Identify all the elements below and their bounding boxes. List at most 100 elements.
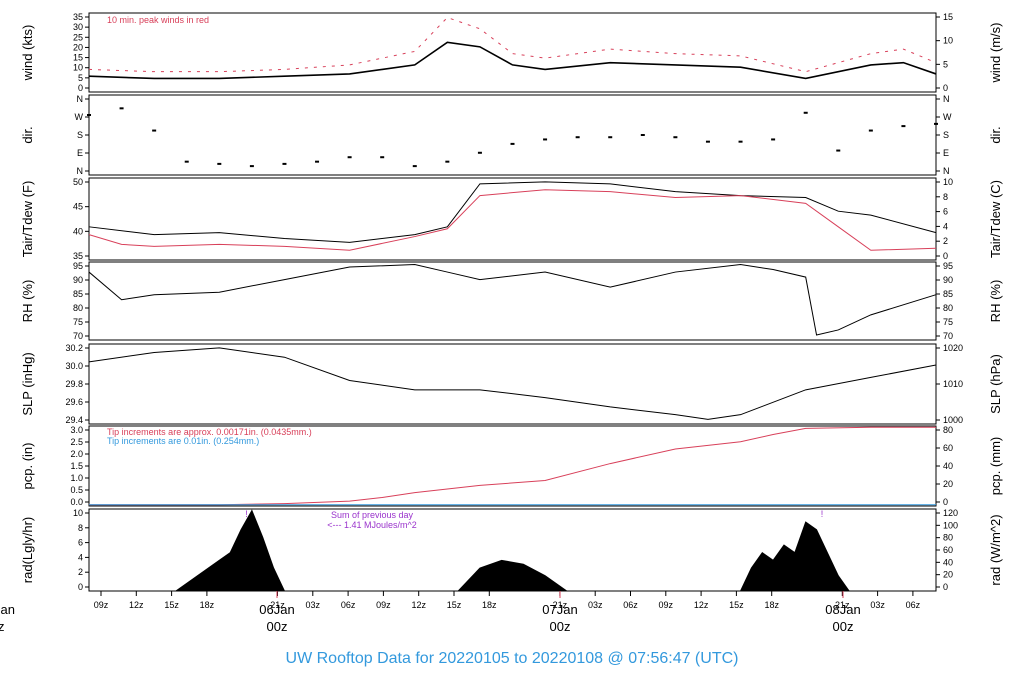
wind-ytick-left-label: 30 bbox=[73, 22, 83, 32]
rad-ytick-left-label: 2 bbox=[78, 567, 83, 577]
dir-ytick-right-label: W bbox=[943, 112, 952, 122]
wind-ytick-left-label: 0 bbox=[78, 83, 83, 93]
x-day-label-time-cut: z bbox=[0, 619, 5, 634]
x-tick-label: 15z bbox=[729, 600, 744, 610]
x-tick-label: 03z bbox=[588, 600, 603, 610]
rad-ytick-left-label: 6 bbox=[78, 538, 83, 548]
slp-ylabel-left: SLP (inHg) bbox=[20, 352, 35, 415]
rad-annotation-line2: <--- 1.41 MJoules/m^2 bbox=[327, 520, 417, 530]
dir-point bbox=[705, 140, 710, 143]
footer-title: UW Rooftop Data for 20220105 to 20220108… bbox=[285, 650, 739, 667]
wind-annotation: 10 min. peak winds in red bbox=[107, 15, 209, 25]
x-tick-label: 12z bbox=[694, 600, 709, 610]
rad-ytick-left-label: 8 bbox=[78, 523, 83, 533]
rh-ytick-left-label: 75 bbox=[73, 317, 83, 327]
rad-day-marker: ! bbox=[821, 509, 824, 519]
dir-ytick-left-label: N bbox=[77, 166, 84, 176]
pcp-ytick-left-label: 0.5 bbox=[70, 485, 83, 495]
rad-annotation-line1: Sum of previous day bbox=[331, 510, 414, 520]
dir-point bbox=[901, 125, 906, 128]
rh-ytick-right-label: 95 bbox=[943, 261, 953, 271]
temp-series-line-0 bbox=[88, 181, 937, 243]
rh-ytick-right-label: 75 bbox=[943, 317, 953, 327]
pcp-ytick-right-label: 40 bbox=[943, 461, 953, 471]
dir-ytick-right-label: N bbox=[943, 166, 950, 176]
dir-point bbox=[738, 140, 743, 143]
pcp-annotation-tips: Tip increments are 0.01in. (0.254mm.) bbox=[107, 436, 259, 446]
x-day-label-date: 07Jan bbox=[542, 602, 577, 617]
pcp-ytick-left-label: 2.5 bbox=[70, 437, 83, 447]
x-day-label-time: 00z bbox=[833, 619, 854, 634]
pcp-ytick-right-label: 80 bbox=[943, 425, 953, 435]
x-tick-label: 03z bbox=[870, 600, 885, 610]
rad-ylabel-left: rad(Lgly/hr) bbox=[20, 517, 35, 583]
dir-ytick-right-label: N bbox=[943, 94, 950, 104]
pcp-series-line-0 bbox=[89, 426, 936, 506]
dir-ylabel-left: dir. bbox=[20, 126, 35, 143]
x-tick-label: 06z bbox=[341, 600, 356, 610]
dir-point bbox=[445, 160, 450, 163]
wind-ytick-left-label: 20 bbox=[73, 42, 83, 52]
rad-ytick-right-label: 120 bbox=[943, 508, 958, 518]
rad-ytick-right-label: 0 bbox=[943, 582, 948, 592]
rh-panel-frame bbox=[88, 261, 937, 341]
temp-series-line-1 bbox=[88, 189, 937, 251]
x-tick-label: 09z bbox=[659, 600, 674, 610]
wind-ytick-left-label: 25 bbox=[73, 32, 83, 42]
dir-point bbox=[771, 138, 776, 141]
temp-ytick-right-label: 4 bbox=[943, 221, 948, 231]
rad-ytick-left-label: 0 bbox=[78, 582, 83, 592]
dir-point bbox=[152, 129, 157, 132]
slp-ylabel-right: SLP (hPa) bbox=[988, 354, 1003, 414]
wind-ytick-left-label: 35 bbox=[73, 12, 83, 22]
temp-ytick-left-label: 40 bbox=[73, 226, 83, 236]
x-tick-label: 03z bbox=[306, 600, 321, 610]
x-tick-label: 15z bbox=[447, 600, 462, 610]
dir-point bbox=[282, 162, 287, 165]
temp-ylabel-left: Tair/Tdew (F) bbox=[20, 181, 35, 258]
dir-point bbox=[868, 129, 873, 132]
dir-ytick-left-label: E bbox=[77, 148, 83, 158]
x-tick-label: 21z bbox=[835, 600, 850, 610]
rh-ytick-left-label: 90 bbox=[73, 275, 83, 285]
wind-ytick-left-label: 5 bbox=[78, 73, 83, 83]
wind-ylabel-right: wind (m/s) bbox=[988, 23, 1003, 84]
rh-series-line-0 bbox=[88, 264, 937, 336]
dir-point bbox=[184, 160, 189, 163]
x-tick-label: 06z bbox=[623, 600, 638, 610]
x-tick-label: 21z bbox=[553, 600, 568, 610]
rh-ytick-right-label: 85 bbox=[943, 289, 953, 299]
temp-ytick-left-label: 35 bbox=[73, 251, 83, 261]
wind-series-line-1 bbox=[88, 16, 937, 73]
temp-ytick-right-label: 0 bbox=[943, 251, 948, 261]
slp-series-line-0 bbox=[88, 347, 937, 420]
slp-ytick-right-label: 1010 bbox=[943, 379, 963, 389]
pcp-ytick-left-label: 0.0 bbox=[70, 497, 83, 507]
temp-ytick-left-label: 50 bbox=[73, 177, 83, 187]
dir-point bbox=[543, 138, 548, 141]
wind-series-line-0 bbox=[88, 41, 937, 80]
x-day-label-date: 06Jan bbox=[259, 602, 294, 617]
temp-ytick-right-label: 8 bbox=[943, 192, 948, 202]
rad-ytick-right-label: 20 bbox=[943, 570, 953, 580]
wind-ytick-right-label: 10 bbox=[943, 36, 953, 46]
dir-panel-frame bbox=[88, 94, 937, 176]
pcp-ytick-right-label: 60 bbox=[943, 443, 953, 453]
dir-ytick-right-label: S bbox=[943, 130, 949, 140]
wind-ytick-left-label: 10 bbox=[73, 63, 83, 73]
wind-ylabel-left: wind (kts) bbox=[20, 25, 35, 82]
dir-point bbox=[249, 165, 254, 168]
dir-ylabel-right: dir. bbox=[988, 126, 1003, 143]
x-tick-label: 15z bbox=[164, 600, 179, 610]
dir-point bbox=[380, 156, 385, 159]
dir-point bbox=[87, 114, 91, 116]
dir-ytick-left-label: S bbox=[77, 130, 83, 140]
rh-ytick-right-label: 90 bbox=[943, 275, 953, 285]
slp-ytick-left-label: 29.4 bbox=[65, 415, 83, 425]
rh-ytick-left-label: 70 bbox=[73, 331, 83, 341]
slp-ytick-left-label: 30.0 bbox=[65, 361, 83, 371]
rad-series-area bbox=[174, 509, 851, 592]
x-tick-label: 18z bbox=[482, 600, 497, 610]
rh-ytick-left-label: 80 bbox=[73, 303, 83, 313]
temp-ytick-right-label: 2 bbox=[943, 236, 948, 246]
